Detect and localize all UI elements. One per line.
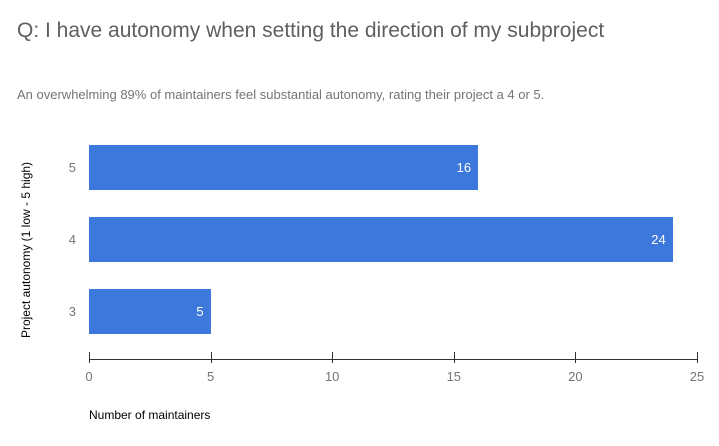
bar: 24	[89, 217, 673, 262]
x-axis-tick-label: 5	[206, 369, 215, 384]
x-axis-tick	[453, 352, 455, 363]
bar-value-label: 5	[196, 304, 204, 319]
x-axis-tick	[89, 352, 90, 363]
x-axis-tick	[210, 352, 212, 363]
category-label: 5	[68, 160, 76, 175]
x-axis-tick-label: 25	[689, 369, 705, 384]
x-axis-tick-label: 15	[446, 369, 462, 384]
x-axis-title: Number of maintainers	[89, 408, 211, 422]
chart-title: Q: I have autonomy when setting the dire…	[17, 19, 605, 42]
x-axis-tick	[332, 352, 334, 363]
x-axis-tick	[575, 352, 577, 363]
x-axis-tick-label: 20	[568, 369, 583, 384]
chart-subtitle: An overwhelming 89% of maintainers feel …	[17, 87, 545, 102]
x-axis-tick-label: 10	[324, 369, 340, 384]
category-label: 4	[68, 232, 76, 247]
bar: 16	[89, 145, 479, 190]
category-label: 3	[68, 304, 76, 319]
bar-value-label: 24	[651, 232, 666, 247]
bar-value-label: 16	[456, 160, 472, 175]
bar: 5	[89, 289, 211, 334]
x-axis-tick	[697, 352, 698, 363]
x-axis-tick-label: 0	[85, 369, 93, 384]
x-axis-line	[89, 359, 698, 360]
